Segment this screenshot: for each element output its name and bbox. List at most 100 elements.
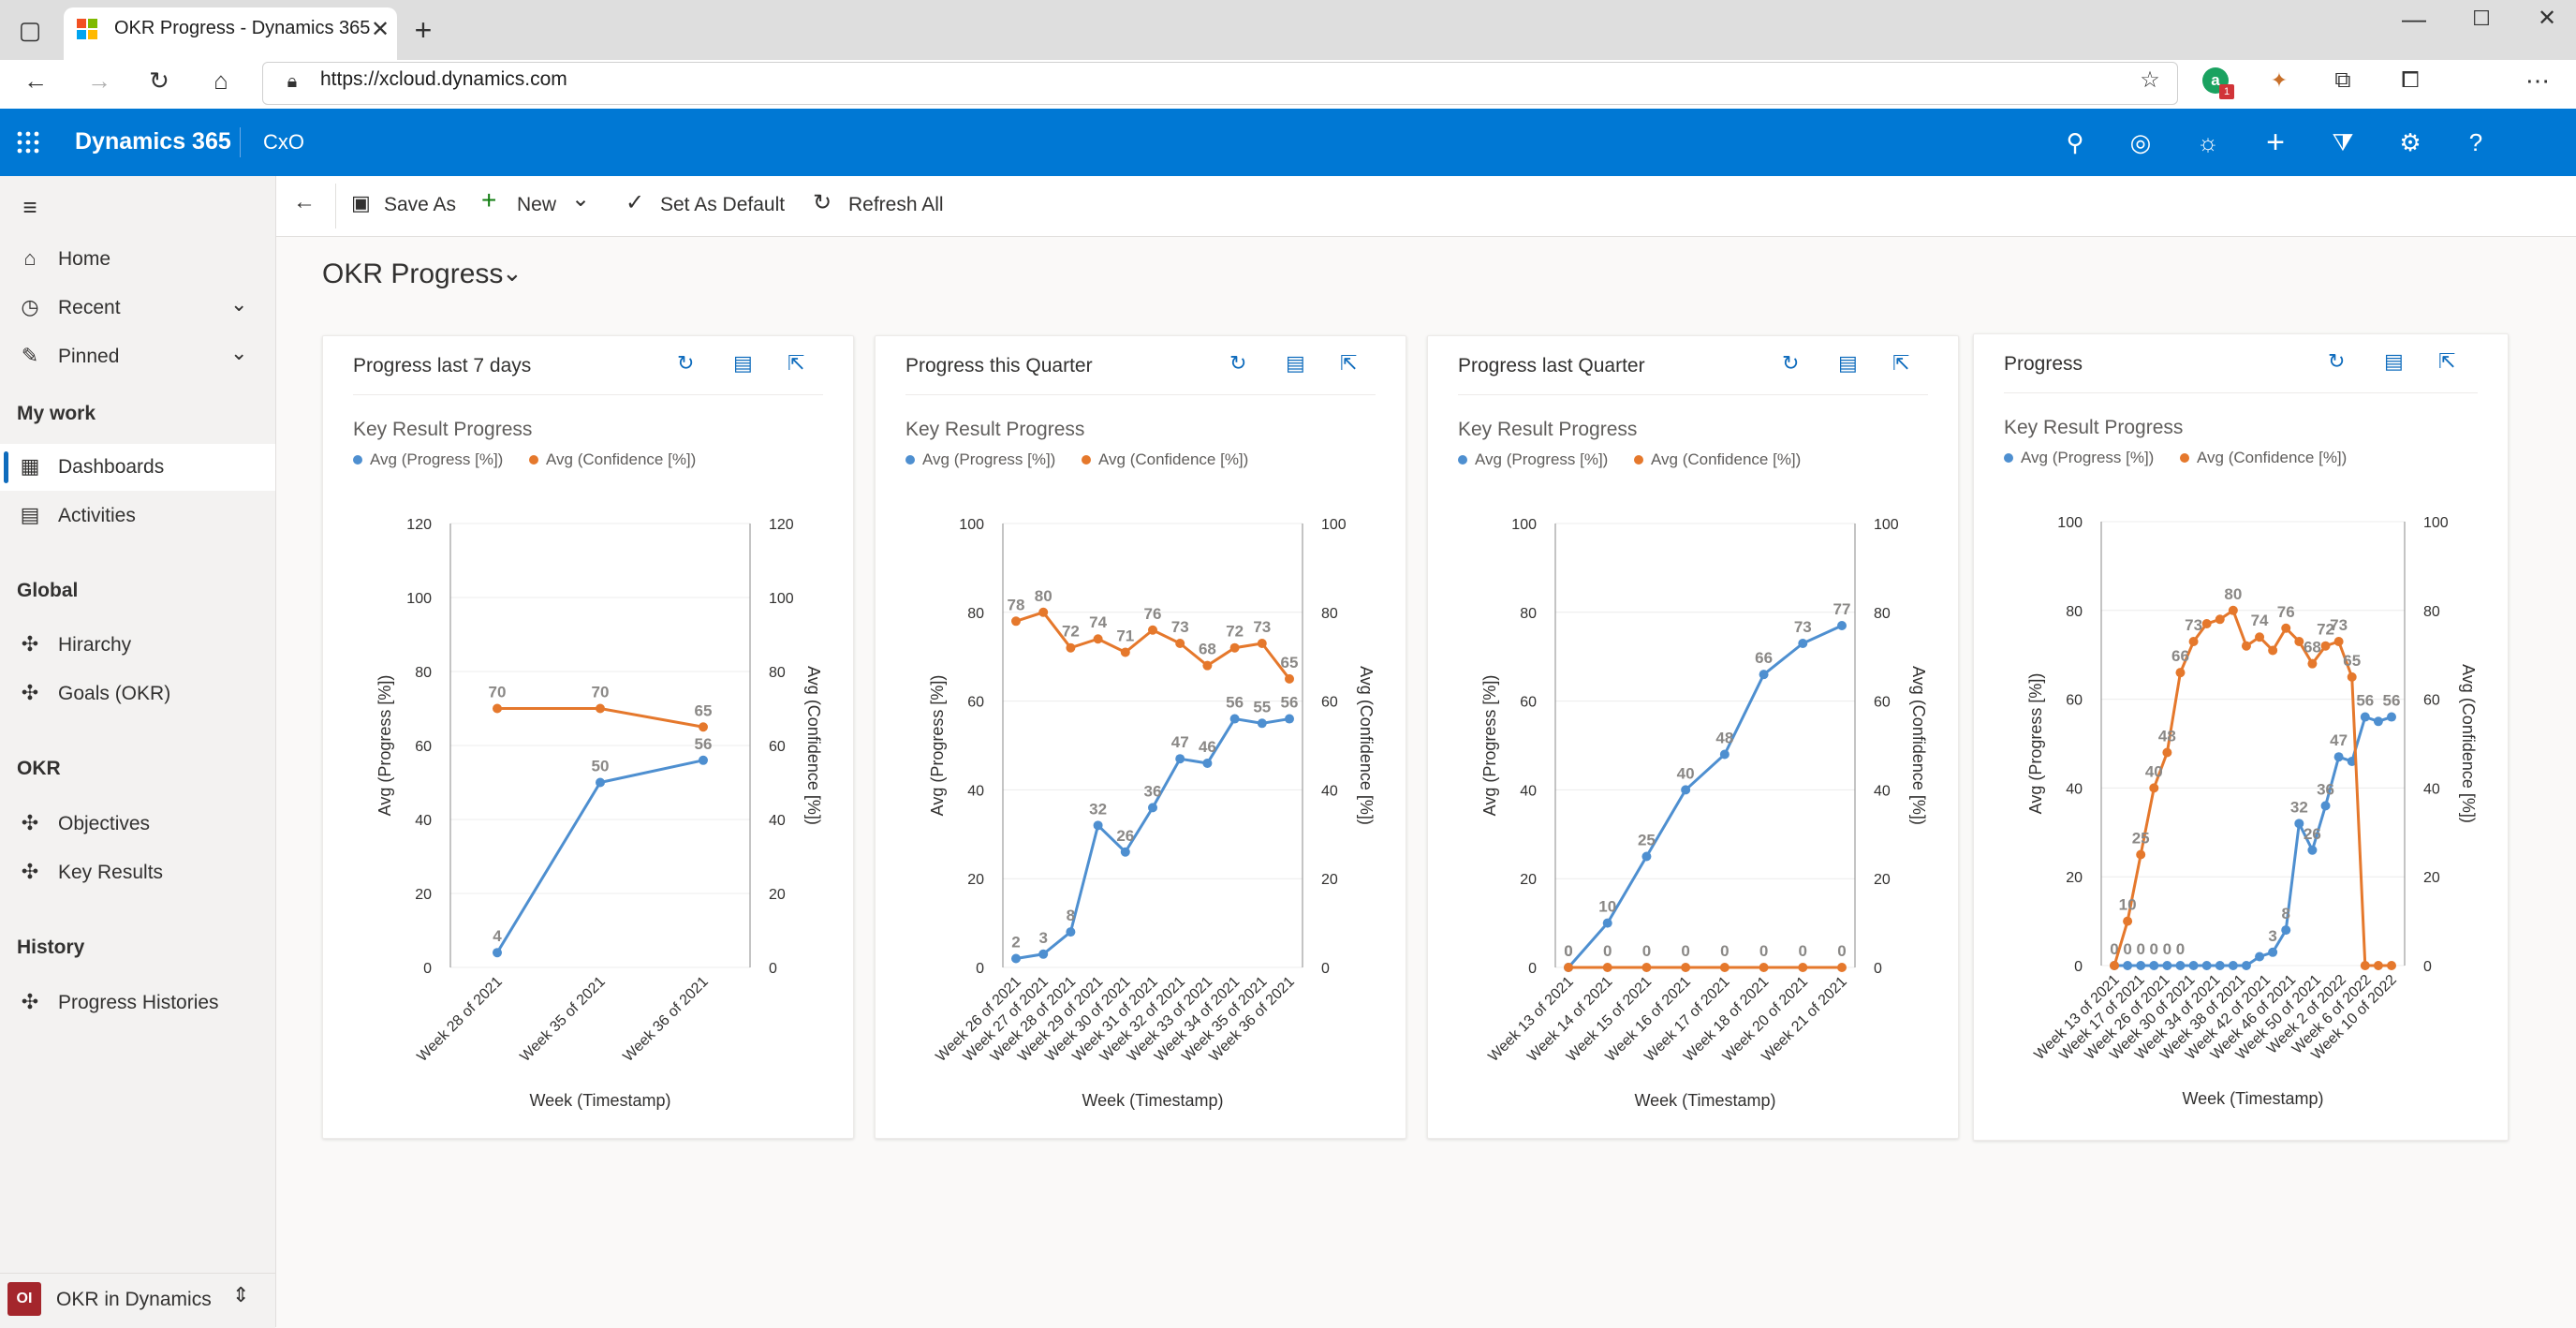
data-point[interactable] (1148, 625, 1157, 635)
data-point[interactable] (1641, 963, 1652, 972)
expand-icon[interactable]: ⇱ (788, 351, 805, 375)
data-point[interactable] (2281, 925, 2291, 936)
address-box[interactable] (262, 62, 2178, 105)
chevron-down-icon[interactable]: ⌄ (230, 292, 248, 316)
save-as-button[interactable]: Save As (384, 194, 457, 215)
back-arrow-icon[interactable]: ← (293, 189, 316, 214)
filter-icon[interactable]: ⧩ (2332, 128, 2354, 156)
view-records-icon[interactable]: ▤ (1286, 351, 1305, 375)
data-point[interactable] (1257, 638, 1267, 648)
data-point[interactable] (2360, 712, 2370, 722)
task-icon[interactable]: ◎ (2129, 128, 2152, 156)
data-point[interactable] (1066, 927, 1076, 937)
maximize-icon[interactable]: ☐ (2472, 7, 2491, 30)
app-launcher-icon[interactable] (17, 131, 39, 154)
data-point[interactable] (2162, 747, 2172, 758)
refresh-chart-icon[interactable]: ↻ (1782, 351, 1800, 375)
data-point[interactable] (1257, 718, 1267, 729)
data-point[interactable] (2201, 961, 2212, 970)
data-point[interactable] (1148, 803, 1157, 813)
data-point[interactable] (1681, 963, 1691, 972)
data-point[interactable] (2268, 645, 2278, 656)
data-point[interactable] (1681, 785, 1691, 795)
data-point[interactable] (1837, 621, 1847, 631)
data-point[interactable] (1719, 749, 1730, 760)
data-point[interactable] (1285, 714, 1294, 724)
data-point[interactable] (1202, 758, 1213, 768)
expand-icon[interactable]: ⇱ (2438, 349, 2456, 373)
sidebar-item-key-results[interactable]: Key Results (58, 862, 164, 883)
browser-menu-icon[interactable]: ⋯ (2525, 66, 2550, 95)
minimize-icon[interactable]: — (2402, 5, 2426, 33)
sidebar-item-recent[interactable]: Recent (58, 297, 121, 318)
extensions-puzzle-icon[interactable]: ⧉ (2334, 67, 2351, 93)
data-point[interactable] (1038, 607, 1049, 617)
data-point[interactable] (2228, 961, 2238, 970)
legend-entry-progress[interactable]: Avg (Progress [%]) (353, 450, 503, 469)
data-point[interactable] (1038, 949, 1049, 959)
view-records-icon[interactable]: ▤ (1838, 351, 1858, 375)
data-point[interactable] (1759, 963, 1769, 972)
data-point[interactable] (2320, 801, 2331, 811)
data-point[interactable] (1285, 673, 1294, 684)
data-point[interactable] (493, 948, 502, 958)
sidebar-item-dashboards[interactable]: Dashboards (58, 456, 165, 478)
view-records-icon[interactable]: ▤ (733, 351, 753, 375)
view-records-icon[interactable]: ▤ (2384, 349, 2404, 373)
data-point[interactable] (2373, 961, 2383, 970)
data-point[interactable] (1798, 963, 1808, 972)
data-point[interactable] (2387, 712, 2396, 722)
data-point[interactable] (2110, 961, 2119, 970)
data-point[interactable] (2228, 605, 2238, 615)
lock-icon[interactable]: 🔒︎ (287, 71, 298, 92)
sidebar-item-home[interactable]: Home (58, 248, 111, 270)
data-point[interactable] (1602, 963, 1612, 972)
refresh-all-button[interactable]: Refresh All (848, 194, 944, 215)
legend-entry-confidence[interactable]: Avg (Confidence [%]) (1634, 450, 1801, 469)
close-window-icon[interactable]: ✕ (2537, 6, 2557, 31)
data-point[interactable] (2188, 961, 2199, 970)
new-tab-icon[interactable]: + (414, 13, 433, 47)
data-point[interactable] (699, 722, 708, 732)
data-point[interactable] (2307, 658, 2318, 669)
data-point[interactable] (596, 777, 605, 788)
data-point[interactable] (2255, 632, 2265, 642)
data-point[interactable] (2241, 961, 2251, 970)
refresh-icon[interactable]: ↻ (813, 190, 832, 215)
browser-tab[interactable] (64, 7, 397, 60)
puzzle-icon[interactable]: ✣ (21, 860, 39, 883)
area-switcher[interactable] (0, 1273, 275, 1328)
data-point[interactable] (1798, 638, 1808, 648)
pin-icon[interactable]: ✎ (21, 344, 39, 367)
data-point[interactable] (2294, 819, 2304, 829)
legend-entry-progress[interactable]: Avg (Progress [%]) (1458, 450, 1608, 469)
data-point[interactable] (1759, 670, 1769, 680)
refresh-chart-icon[interactable]: ↻ (677, 351, 695, 375)
data-point[interactable] (1120, 847, 1130, 857)
data-point[interactable] (1229, 642, 1240, 653)
puzzle-icon[interactable]: ✣ (21, 632, 39, 656)
data-point[interactable] (1011, 616, 1021, 627)
data-point[interactable] (1202, 660, 1213, 671)
data-point[interactable] (2268, 947, 2278, 957)
add-icon[interactable]: + (2266, 125, 2285, 160)
sidebar-item-goals[interactable]: Goals (OKR) (58, 683, 171, 704)
data-point[interactable] (699, 755, 708, 765)
url-input[interactable]: https://xcloud.dynamics.com (320, 68, 567, 90)
data-point[interactable] (2294, 636, 2304, 646)
new-button[interactable]: New (517, 194, 557, 215)
collections-icon[interactable]: ⧠ (2401, 67, 2420, 93)
data-point[interactable] (2373, 716, 2383, 727)
puzzle-icon[interactable]: ✣ (21, 811, 39, 834)
legend-entry-confidence[interactable]: Avg (Confidence [%]) (1082, 450, 1248, 469)
clipboard-icon[interactable]: ▤ (20, 503, 40, 526)
data-point[interactable] (1564, 963, 1573, 972)
chevron-down-icon[interactable]: ⌄ (230, 341, 248, 364)
data-point[interactable] (596, 703, 605, 714)
data-point[interactable] (2188, 636, 2199, 646)
checkmark-icon[interactable]: ✓ (626, 190, 645, 215)
data-point[interactable] (2136, 849, 2146, 860)
data-point[interactable] (2281, 623, 2291, 633)
sidebar-item-pinned[interactable]: Pinned (58, 346, 120, 367)
set-as-default-button[interactable]: Set As Default (660, 194, 786, 215)
